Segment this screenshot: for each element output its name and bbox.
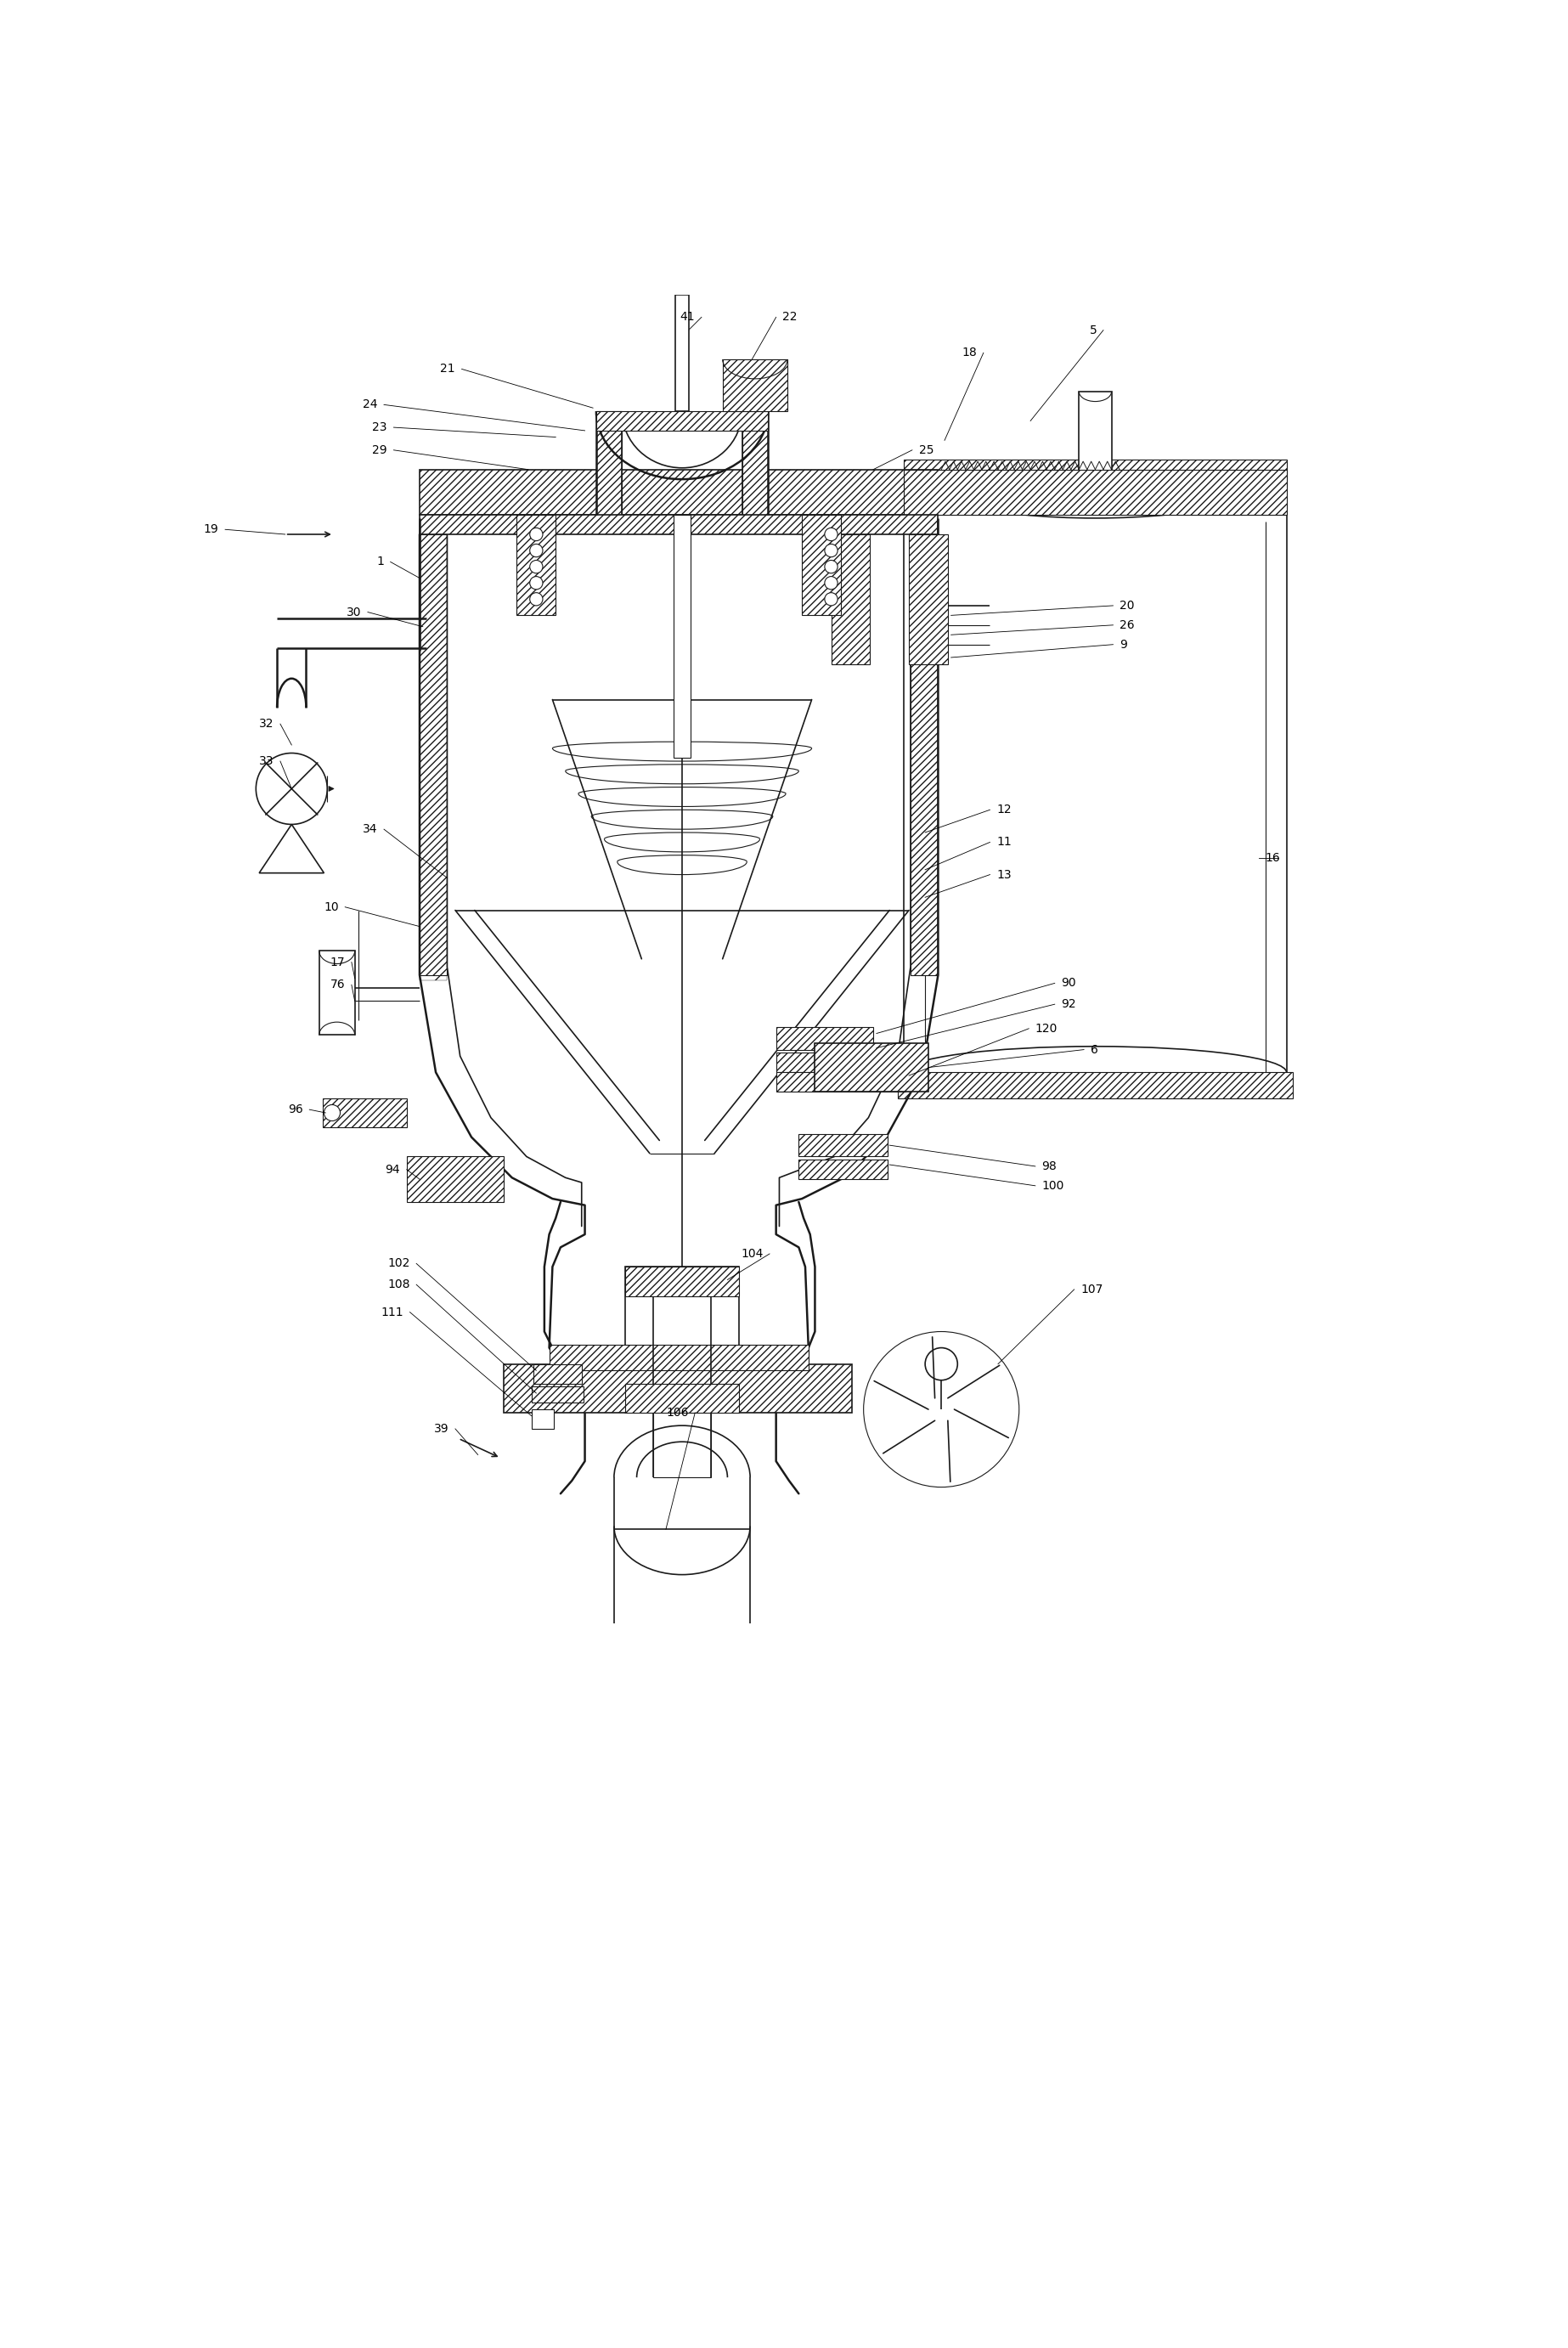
Text: 90: 90 bbox=[1062, 977, 1076, 989]
Text: 19: 19 bbox=[204, 524, 218, 535]
Bar bbox=[420, 535, 447, 974]
Bar bbox=[905, 470, 1286, 514]
Text: 92: 92 bbox=[1062, 998, 1076, 1010]
Text: 102: 102 bbox=[387, 1259, 409, 1270]
Text: 22: 22 bbox=[782, 312, 798, 324]
Circle shape bbox=[825, 545, 837, 556]
Bar bbox=[626, 1268, 739, 1413]
Text: 10: 10 bbox=[323, 902, 339, 913]
Text: 106: 106 bbox=[666, 1406, 688, 1418]
Bar bbox=[798, 1160, 887, 1179]
Circle shape bbox=[825, 578, 837, 589]
Text: 21: 21 bbox=[441, 364, 455, 376]
Text: 30: 30 bbox=[347, 606, 361, 618]
Bar bbox=[815, 1043, 928, 1092]
Text: 120: 120 bbox=[1035, 1024, 1058, 1035]
Bar bbox=[533, 1364, 582, 1383]
Bar bbox=[831, 535, 870, 664]
Circle shape bbox=[530, 528, 543, 540]
Text: 100: 100 bbox=[1041, 1179, 1065, 1193]
Bar bbox=[801, 514, 840, 615]
Text: 11: 11 bbox=[996, 836, 1011, 848]
Bar bbox=[503, 1364, 853, 1413]
Bar bbox=[905, 470, 938, 514]
Text: 94: 94 bbox=[386, 1165, 400, 1176]
Bar bbox=[596, 411, 622, 514]
Bar bbox=[320, 951, 354, 1035]
Bar bbox=[723, 359, 787, 411]
Bar bbox=[652, 1268, 712, 1477]
Text: 26: 26 bbox=[1120, 620, 1135, 632]
Bar bbox=[420, 470, 938, 514]
Polygon shape bbox=[259, 824, 325, 873]
Bar bbox=[532, 1409, 554, 1430]
Text: 24: 24 bbox=[362, 399, 378, 411]
Text: 16: 16 bbox=[1265, 852, 1281, 864]
Bar bbox=[905, 460, 1286, 486]
Circle shape bbox=[825, 528, 837, 540]
Circle shape bbox=[325, 1104, 340, 1120]
Circle shape bbox=[825, 561, 837, 573]
Circle shape bbox=[925, 1348, 958, 1381]
Bar bbox=[776, 1026, 873, 1050]
Text: 104: 104 bbox=[740, 1247, 764, 1261]
Bar bbox=[776, 1052, 873, 1073]
Circle shape bbox=[530, 561, 543, 573]
Circle shape bbox=[530, 545, 543, 556]
Circle shape bbox=[530, 592, 543, 606]
Text: 6: 6 bbox=[1090, 1043, 1098, 1057]
Bar bbox=[742, 411, 768, 514]
Text: 13: 13 bbox=[996, 869, 1011, 880]
Circle shape bbox=[825, 592, 837, 606]
Bar bbox=[626, 1268, 739, 1296]
Bar bbox=[626, 1383, 739, 1413]
Text: 107: 107 bbox=[1080, 1284, 1102, 1296]
Text: 96: 96 bbox=[289, 1104, 303, 1115]
Text: 76: 76 bbox=[331, 979, 345, 991]
Text: 23: 23 bbox=[372, 420, 387, 434]
Text: 111: 111 bbox=[381, 1305, 403, 1317]
Bar bbox=[517, 514, 555, 615]
Text: 108: 108 bbox=[387, 1280, 409, 1291]
Text: 25: 25 bbox=[919, 444, 933, 456]
Text: 9: 9 bbox=[1120, 639, 1127, 650]
Bar bbox=[776, 1073, 906, 1092]
Bar bbox=[549, 1345, 809, 1371]
Bar bbox=[897, 1073, 1294, 1099]
Text: 1: 1 bbox=[376, 556, 384, 568]
Circle shape bbox=[530, 578, 543, 589]
Text: 18: 18 bbox=[961, 348, 977, 359]
Text: 39: 39 bbox=[434, 1423, 448, 1435]
Text: 20: 20 bbox=[1120, 599, 1134, 610]
Text: 34: 34 bbox=[362, 824, 378, 836]
Bar bbox=[676, 294, 688, 411]
Bar bbox=[798, 1134, 887, 1158]
Bar bbox=[420, 514, 938, 535]
Bar bbox=[909, 535, 947, 664]
Bar bbox=[532, 1388, 583, 1402]
Text: 12: 12 bbox=[996, 803, 1011, 815]
Bar bbox=[596, 411, 768, 430]
Text: 32: 32 bbox=[259, 718, 274, 730]
Text: 17: 17 bbox=[331, 956, 345, 967]
Bar bbox=[323, 1099, 406, 1127]
Text: 41: 41 bbox=[681, 312, 695, 324]
Bar bbox=[674, 514, 690, 758]
Bar bbox=[911, 535, 938, 974]
Text: 5: 5 bbox=[1090, 324, 1098, 336]
Text: 29: 29 bbox=[372, 444, 387, 456]
Text: 98: 98 bbox=[1041, 1160, 1057, 1172]
Bar bbox=[1079, 392, 1112, 486]
Bar bbox=[406, 1158, 503, 1202]
Circle shape bbox=[256, 754, 328, 824]
Text: 33: 33 bbox=[259, 756, 274, 768]
